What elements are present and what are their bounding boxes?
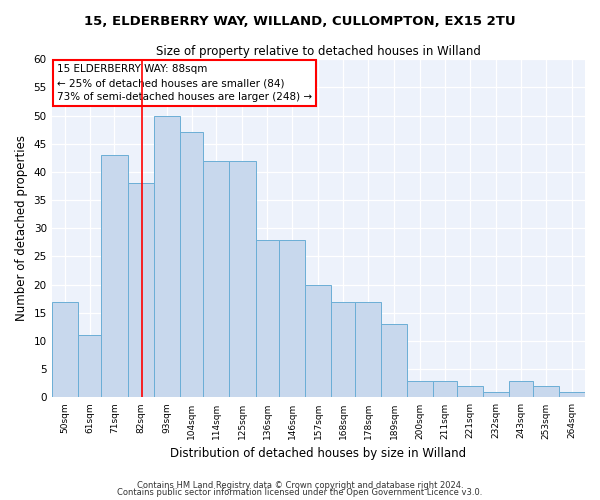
- Bar: [331, 302, 355, 398]
- Bar: [559, 392, 585, 398]
- Bar: [203, 160, 229, 398]
- Text: 15 ELDERBERRY WAY: 88sqm
← 25% of detached houses are smaller (84)
73% of semi-d: 15 ELDERBERRY WAY: 88sqm ← 25% of detach…: [57, 64, 312, 102]
- Text: 15, ELDERBERRY WAY, WILLAND, CULLOMPTON, EX15 2TU: 15, ELDERBERRY WAY, WILLAND, CULLOMPTON,…: [84, 15, 516, 28]
- Bar: [407, 380, 433, 398]
- Bar: [52, 302, 78, 398]
- Text: Contains HM Land Registry data © Crown copyright and database right 2024.: Contains HM Land Registry data © Crown c…: [137, 480, 463, 490]
- Bar: [154, 116, 179, 398]
- Bar: [279, 240, 305, 398]
- Title: Size of property relative to detached houses in Willand: Size of property relative to detached ho…: [156, 45, 481, 58]
- Bar: [355, 302, 381, 398]
- X-axis label: Distribution of detached houses by size in Willand: Distribution of detached houses by size …: [170, 447, 466, 460]
- Bar: [256, 240, 279, 398]
- Bar: [533, 386, 559, 398]
- Bar: [229, 160, 256, 398]
- Bar: [381, 324, 407, 398]
- Y-axis label: Number of detached properties: Number of detached properties: [15, 136, 28, 322]
- Bar: [128, 183, 154, 398]
- Bar: [433, 380, 457, 398]
- Bar: [483, 392, 509, 398]
- Bar: [457, 386, 483, 398]
- Bar: [78, 336, 101, 398]
- Bar: [179, 132, 203, 398]
- Text: Contains public sector information licensed under the Open Government Licence v3: Contains public sector information licen…: [118, 488, 482, 497]
- Bar: [509, 380, 533, 398]
- Bar: [101, 155, 128, 398]
- Bar: [305, 284, 331, 398]
